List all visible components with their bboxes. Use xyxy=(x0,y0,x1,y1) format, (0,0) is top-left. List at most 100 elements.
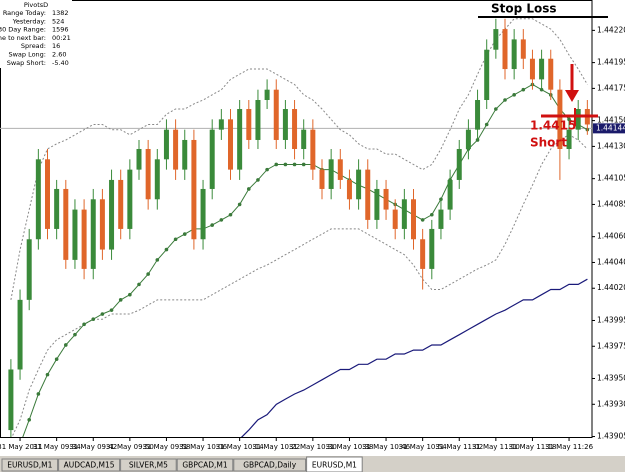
candle-body xyxy=(529,58,535,80)
overlay-dot xyxy=(118,298,123,302)
tab-label[interactable]: GBPCAD,Daily xyxy=(243,461,297,470)
overlay-dot xyxy=(274,162,279,167)
candle-body xyxy=(429,228,435,269)
candle-body xyxy=(237,109,243,170)
tab-label[interactable]: EURUSD,M1 xyxy=(312,461,357,470)
overlay-dot xyxy=(45,372,50,377)
tab[interactable] xyxy=(120,458,177,472)
overlay-dot xyxy=(36,392,41,396)
candle-body xyxy=(209,129,215,189)
candle-body xyxy=(548,58,554,90)
tab-label[interactable]: GBPCAD,M1 xyxy=(182,461,227,470)
tab-label[interactable]: AUDCAD,M15 xyxy=(64,461,115,470)
candle-body xyxy=(383,188,389,210)
x-tick-label: 31 May 10:38 xyxy=(325,443,373,451)
overlay-dot xyxy=(27,417,32,422)
candle-body xyxy=(182,139,188,170)
candle-body xyxy=(420,239,426,269)
candle-body xyxy=(173,129,179,170)
overlay-dot xyxy=(521,87,526,92)
overlay-dot xyxy=(146,272,150,276)
x-tick-label: 31 May 11:26 xyxy=(545,443,594,451)
candle-body xyxy=(35,159,41,240)
candle-body xyxy=(99,199,105,250)
info-key: Swap Long: xyxy=(8,51,46,59)
candle-body xyxy=(45,159,50,229)
info-value: -5.40 xyxy=(52,59,69,67)
y-tick-label: 1.44020 xyxy=(597,283,625,292)
arrow-head xyxy=(565,90,579,102)
candle-body xyxy=(264,89,270,100)
tab[interactable] xyxy=(233,458,307,472)
info-value: 16 xyxy=(52,42,60,50)
info-value: 1382 xyxy=(52,9,69,17)
info-value: 00:21 xyxy=(52,34,71,42)
axes: 1.44220 1.44195 1.44175 1.44150 1.44130 1.441… xyxy=(0,25,625,451)
overlay-dot xyxy=(237,202,242,207)
candle-body xyxy=(328,159,334,189)
candle-body xyxy=(575,109,581,130)
candle-body xyxy=(502,29,508,70)
info-key: Range Today: xyxy=(3,9,46,17)
candle-body xyxy=(17,299,23,370)
x-tick-label: 31 May 11:10 xyxy=(472,443,520,451)
y-tick-label: 1.43975 xyxy=(597,341,625,350)
info-value: 2.60 xyxy=(52,51,66,59)
candle-body xyxy=(337,159,343,180)
tab[interactable] xyxy=(58,458,121,472)
candle-body xyxy=(365,169,371,220)
y-tick-label: 1.44060 xyxy=(597,232,625,241)
candle-body xyxy=(136,148,142,170)
info-key: Yesterday: xyxy=(12,17,46,25)
tab[interactable] xyxy=(176,458,234,472)
candle-body xyxy=(273,89,279,140)
tab[interactable] xyxy=(1,458,59,472)
stop-loss-label: Stop Loss xyxy=(491,2,557,16)
y-tick-label: 1.44220 xyxy=(597,25,625,34)
overlay-dot xyxy=(292,162,297,167)
y-tick-label: 1.44150 xyxy=(597,116,625,125)
overlay-dot xyxy=(54,357,59,361)
candle-body xyxy=(310,129,316,170)
y-tick-label: 1.44195 xyxy=(597,58,625,67)
candle-body xyxy=(392,209,398,229)
candle-body xyxy=(200,188,206,240)
overlay-dot xyxy=(301,162,306,167)
candle-body xyxy=(539,58,545,80)
y-tick-label: 1.44175 xyxy=(597,83,625,92)
overlay-dot xyxy=(91,317,96,321)
tabs: EURUSD,M1 AUDCAD,M15 SILVER,M5 GBPCAD,M1 GBP… xyxy=(1,456,363,473)
y-tick-label: 1.44085 xyxy=(597,199,625,208)
x-tick-label: 31 May 10:22 xyxy=(252,443,300,451)
candle-body xyxy=(557,89,563,149)
tab-label[interactable]: EURUSD,M1 xyxy=(7,461,52,470)
y-tick-label: 1.44130 xyxy=(597,141,625,150)
y-tick-label: 1.44105 xyxy=(597,174,625,183)
candle-body xyxy=(26,239,32,300)
x-tick-label: 31 May 09:42 xyxy=(69,443,117,451)
candle-body xyxy=(54,188,60,229)
overlay-dot xyxy=(219,218,224,222)
tab-label[interactable]: SILVER,M5 xyxy=(129,461,168,470)
x-tick-label: 31 May 09:34 xyxy=(33,443,82,451)
entry-price: 1.4415 xyxy=(530,119,576,133)
overlay-dot xyxy=(256,178,260,182)
candle-body xyxy=(438,209,444,229)
candle-body xyxy=(484,49,490,100)
overlay-line xyxy=(240,278,588,437)
candle-body xyxy=(475,99,481,130)
candle-body xyxy=(118,179,124,229)
candle-body xyxy=(127,169,133,229)
overlay-line xyxy=(11,134,588,437)
candle-body xyxy=(401,199,407,229)
overlay-dot xyxy=(73,332,77,337)
info-key: 30 Day Range: xyxy=(0,26,46,34)
overlay-dot xyxy=(567,117,571,122)
x-tick-label: 31 May 10:46 xyxy=(362,443,411,451)
info-key: Swap Short: xyxy=(7,59,46,67)
overlay-dot xyxy=(420,218,425,222)
plot-frame xyxy=(0,0,593,438)
info-value: 524 xyxy=(52,17,64,25)
